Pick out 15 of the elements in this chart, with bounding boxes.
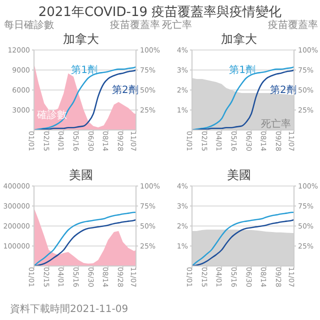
y2-axis-title: 疫苗覆蓋率 bbox=[110, 20, 160, 31]
chart-title: 加拿大 bbox=[220, 31, 258, 48]
chart-title: 加拿大 bbox=[62, 31, 100, 48]
y2-axis-title: 疫苗覆蓋率 bbox=[268, 20, 318, 31]
series-label: 第1劑 bbox=[229, 64, 256, 76]
series-label: 第2劑 bbox=[112, 84, 138, 96]
text: 資料下載時間2021-11-09 bbox=[10, 302, 128, 316]
text: 2021年COVID-19 疫苗覆蓋率與疫情變化 bbox=[38, 4, 282, 20]
series-label: 死亡率 bbox=[261, 118, 291, 130]
y-axis-title: 死亡率 bbox=[162, 20, 192, 31]
chart-title: 美國 bbox=[226, 167, 252, 184]
series-label: 第1劑 bbox=[71, 64, 98, 76]
chart-title: 美國 bbox=[68, 167, 94, 184]
y-axis-title: 每日確診數 bbox=[4, 20, 54, 31]
series-label: 第2劑 bbox=[270, 84, 296, 96]
